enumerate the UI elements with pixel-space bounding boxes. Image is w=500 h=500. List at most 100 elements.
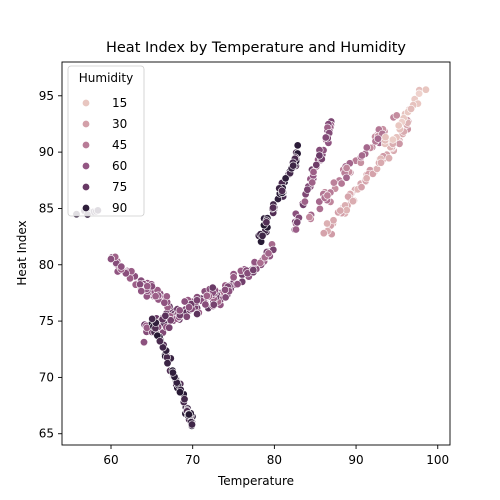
y-tick-label: 90 (39, 145, 54, 159)
data-point (176, 388, 185, 397)
x-axis-label: Temperature (217, 474, 294, 488)
data-point (337, 179, 346, 188)
data-point (143, 282, 152, 291)
data-point (278, 186, 287, 195)
y-tick-label: 85 (39, 201, 54, 215)
data-point (321, 133, 330, 142)
data-point (323, 191, 332, 200)
data-point (293, 218, 302, 227)
x-tick-label: 60 (103, 453, 118, 467)
data-point (291, 225, 300, 234)
data-point (208, 283, 217, 292)
data-point (305, 213, 314, 222)
data-point (258, 231, 267, 240)
data-point (392, 111, 401, 120)
legend-marker (82, 183, 91, 192)
legend-marker (82, 162, 91, 171)
legend-label: 15 (112, 96, 127, 110)
data-point (415, 89, 424, 98)
axes: 60 70 80 90 100 65 70 75 80 85 90 95 (39, 61, 451, 467)
data-point (381, 133, 390, 142)
data-point (362, 174, 371, 183)
data-point (315, 204, 324, 213)
data-point (168, 368, 177, 377)
data-point (362, 143, 371, 152)
data-point (289, 161, 298, 170)
data-point (421, 85, 430, 94)
data-point (308, 178, 317, 187)
legend-label: 30 (112, 117, 127, 131)
data-point (137, 287, 146, 296)
data-point (357, 151, 366, 160)
x-tick-label: 90 (348, 453, 363, 467)
data-point (161, 311, 170, 320)
data-point (201, 300, 210, 309)
legend-marker (82, 204, 91, 213)
data-point (388, 135, 397, 144)
data-point (256, 258, 265, 267)
legend-marker (82, 120, 91, 129)
data-point (184, 410, 193, 419)
x-tick-label: 70 (185, 453, 200, 467)
data-point (151, 292, 160, 301)
data-point (209, 300, 218, 309)
data-point (407, 104, 416, 113)
data-point (309, 168, 318, 177)
data-point (281, 174, 290, 183)
x-tick-label: 100 (426, 453, 449, 467)
data-point (315, 197, 324, 206)
data-point (148, 314, 157, 323)
data-point (188, 420, 197, 429)
y-tick-label: 70 (39, 370, 54, 384)
data-point (140, 338, 149, 347)
data-point (312, 160, 321, 169)
data-point (221, 285, 230, 294)
legend-title: Humidity (79, 71, 133, 85)
chart-title: Heat Index by Temperature and Humidity (106, 40, 406, 56)
data-point (319, 229, 328, 238)
data-point (303, 185, 312, 194)
data-point (165, 323, 174, 332)
data-point (155, 337, 164, 346)
data-point (180, 395, 189, 404)
legend: Humidity 15 30 45 60 75 90 (67, 65, 145, 217)
data-point (394, 121, 403, 130)
data-point (329, 178, 338, 187)
data-point (229, 273, 238, 282)
data-point (348, 197, 357, 206)
legend-marker (82, 99, 91, 108)
data-point (193, 296, 202, 305)
data-point (342, 164, 351, 173)
y-tick-label: 80 (39, 258, 54, 272)
scatter-points (72, 85, 430, 430)
data-point (264, 249, 273, 258)
data-point (269, 203, 278, 212)
data-point (193, 309, 202, 318)
data-point (293, 141, 302, 150)
data-point (175, 306, 184, 315)
plot-frame (61, 61, 451, 446)
data-point (384, 154, 393, 163)
data-point (249, 265, 258, 274)
legend-label: 45 (112, 138, 127, 152)
data-point (376, 158, 385, 167)
data-point (323, 219, 332, 228)
data-point (163, 359, 172, 368)
data-point (336, 206, 345, 215)
data-point (357, 183, 366, 192)
data-point (136, 280, 145, 289)
data-point (373, 134, 382, 143)
y-tick-label: 75 (39, 314, 54, 328)
data-point (107, 255, 116, 264)
data-point (202, 291, 211, 300)
data-point (182, 312, 191, 321)
y-tick-label: 65 (39, 427, 54, 441)
data-point (344, 192, 353, 201)
data-point (329, 216, 338, 225)
data-point (233, 280, 242, 289)
x-tick-label: 80 (267, 453, 282, 467)
legend-label: 90 (112, 201, 127, 215)
data-point (315, 151, 324, 160)
legend-label: 75 (112, 180, 127, 194)
